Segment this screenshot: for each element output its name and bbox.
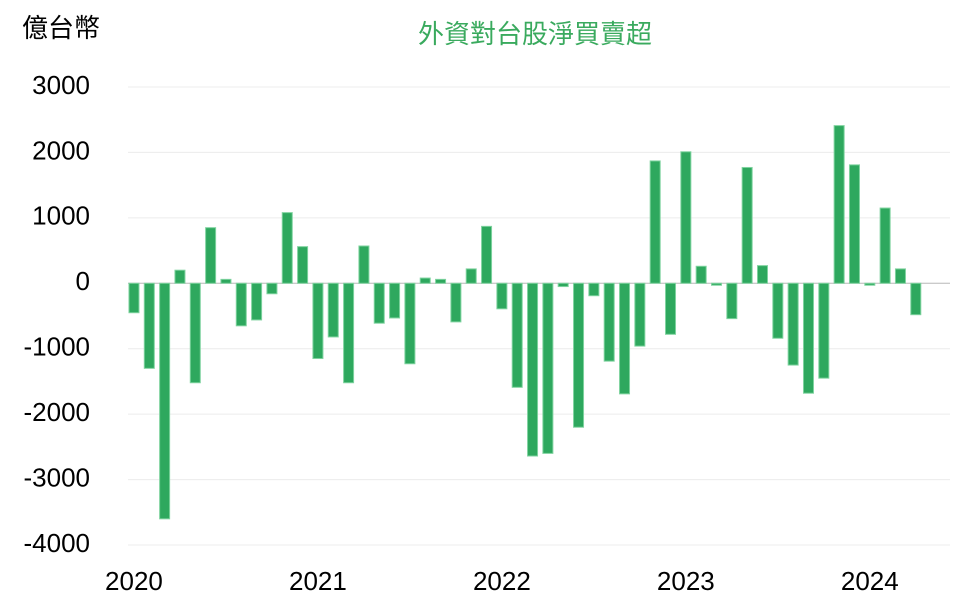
- bar: [649, 160, 661, 284]
- bar: [802, 282, 814, 394]
- bar: [818, 282, 830, 379]
- x-tick-label: 2024: [841, 566, 899, 596]
- bar: [373, 282, 385, 324]
- bar: [266, 282, 278, 295]
- bar: [787, 282, 799, 366]
- bar: [128, 282, 140, 314]
- chart-title: 外資對台股淨買賣超: [418, 19, 652, 49]
- y-tick-label: -4000: [24, 528, 91, 558]
- bar: [557, 282, 569, 288]
- y-axis-label: 億台幣: [22, 13, 100, 43]
- bar: [358, 245, 370, 284]
- bar: [756, 265, 768, 284]
- x-tick-label: 2020: [105, 566, 163, 596]
- y-tick-label: -3000: [24, 462, 91, 492]
- bar: [404, 282, 416, 365]
- y-tick-label: -1000: [24, 332, 91, 362]
- x-tick-label: 2022: [473, 566, 531, 596]
- bar: [573, 282, 585, 428]
- bar: [542, 282, 554, 454]
- bar: [695, 265, 707, 284]
- bar: [297, 246, 309, 284]
- y-tick-label: 3000: [32, 70, 90, 100]
- bar: [174, 269, 186, 284]
- bar: [343, 282, 355, 384]
- bar: [235, 282, 247, 327]
- y-tick-label: -2000: [24, 397, 91, 427]
- bar: [665, 282, 677, 335]
- bar: [481, 225, 493, 284]
- bar: [450, 282, 462, 323]
- bar: [848, 164, 860, 284]
- bar: [143, 282, 155, 369]
- bar: [159, 282, 171, 520]
- bar: [435, 278, 447, 284]
- bar: [879, 207, 891, 284]
- y-tick-label: 1000: [32, 201, 90, 231]
- bar: [894, 268, 906, 284]
- bar: [634, 282, 646, 347]
- bar: [465, 268, 477, 284]
- bar: [833, 125, 845, 284]
- bar: [251, 282, 263, 321]
- bar: [864, 282, 876, 286]
- bar: [205, 227, 217, 284]
- bar: [496, 282, 508, 310]
- x-tick-label: 2023: [657, 566, 715, 596]
- y-tick-label: 2000: [32, 135, 90, 165]
- bar: [327, 282, 339, 338]
- bar: [511, 282, 523, 388]
- bar: [680, 151, 692, 284]
- bar: [603, 282, 615, 362]
- bar: [726, 282, 738, 320]
- y-tick-label: 0: [76, 266, 90, 296]
- bar: [741, 166, 753, 284]
- bar: [189, 282, 201, 384]
- bar: [527, 282, 539, 457]
- bar: [711, 282, 723, 286]
- bar: [910, 282, 922, 316]
- bar: [312, 282, 324, 360]
- bar: [772, 282, 784, 339]
- bar: [619, 282, 631, 395]
- bar: [389, 282, 401, 319]
- bar: [220, 278, 232, 284]
- bar: [419, 277, 431, 284]
- bar: [588, 282, 600, 297]
- x-tick-label: 2021: [289, 566, 347, 596]
- bar: [281, 212, 293, 284]
